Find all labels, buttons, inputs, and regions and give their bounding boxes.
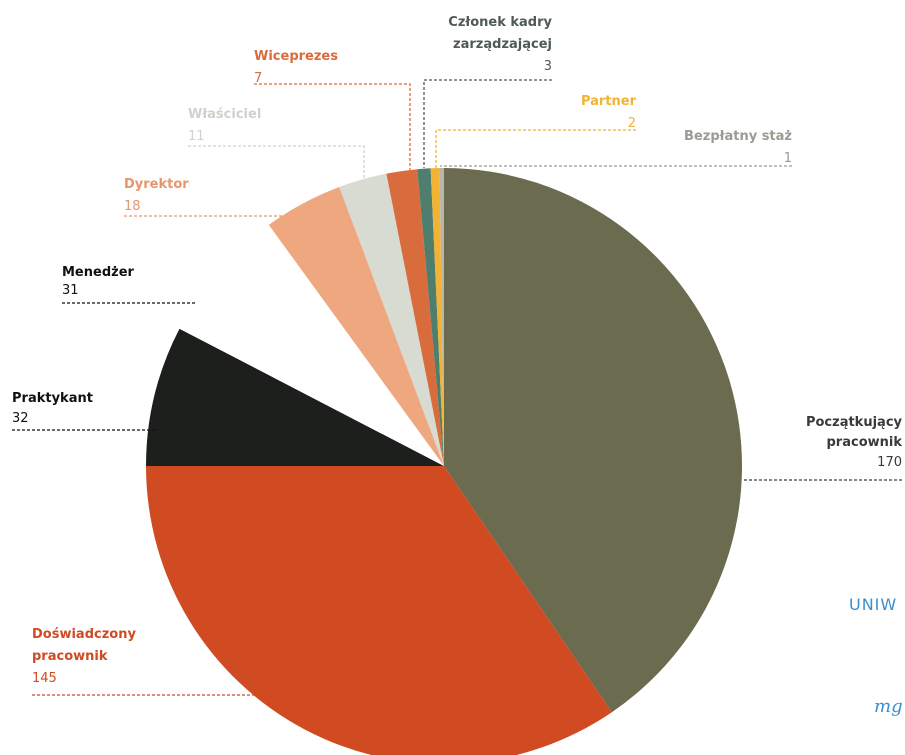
pie-slice-czlonek-kadry-zarzadzajacej [417,168,444,467]
watermark-text-1: UNIW [849,595,897,614]
value-czlonek-kadry-zarzadzajacej: 3 [544,59,552,74]
pie-slice-dyrektor [268,187,444,466]
value-doswiadczony-pracownik: 145 [32,671,57,686]
label-czlonek-kadry-zarzadzajacej-line-1: Członek kadry [448,15,552,30]
value-bezplatny-staz: 1 [784,151,792,166]
watermark-text-2: mg [874,696,903,717]
value-wlasciciel: 11 [188,129,205,144]
pie-slice-praktykant [146,328,444,466]
leader-lines [12,79,902,696]
pie-slice-wlasciciel [339,173,444,466]
value-dyrektor: 18 [124,199,141,214]
label-czlonek-kadry-zarzadzajacej-line-2: zarządzającej [453,37,552,52]
leader-line-wiceprezes [254,83,411,170]
pie-slice-wiceprezes [386,169,444,466]
label-menedzer-line-1: Menedżer [62,265,135,280]
label-dyrektor-line-1: Dyrektor [124,177,189,192]
value-poczatkujacy-pracownik: 170 [877,455,902,470]
pie-slice-menedzer [179,224,444,466]
pie-slices [146,167,743,755]
pie-slice-poczatkujacy-pracownik [444,168,743,713]
label-poczatkujacy-pracownik-line-2: pracownik [827,435,903,450]
slice-labels: Początkujący pracownik 170 Doświadczony prac… [12,15,903,686]
value-menedzer: 31 [62,283,79,298]
leader-line-wlasciciel [188,145,365,178]
value-praktykant: 32 [12,411,29,426]
label-partner-line-1: Partner [581,94,637,109]
pie-slice-partner [430,168,444,466]
label-praktykant-line-1: Praktykant [12,391,93,406]
pie-slice-doswiadczony-pracownik [146,466,612,755]
label-bezplatny-staz-line-1: Bezpłatny staż [684,129,792,144]
value-wiceprezes: 7 [254,71,262,86]
label-wiceprezes-line-1: Wiceprezes [254,49,338,64]
label-poczatkujacy-pracownik-line-1: Początkujący [806,415,903,430]
pie-slice-bezplatny-staz [439,167,444,466]
value-partner: 2 [628,116,636,131]
leader-line-partner [435,129,636,168]
label-wlasciciel-line-1: Właściciel [188,107,261,122]
label-doswiadczony-pracownik-line-2: pracownik [32,649,108,664]
label-doswiadczony-pracownik-line-1: Doświadczony [32,627,136,642]
leader-line-czlonek-kadry-zarzadzajacej [423,79,552,168]
